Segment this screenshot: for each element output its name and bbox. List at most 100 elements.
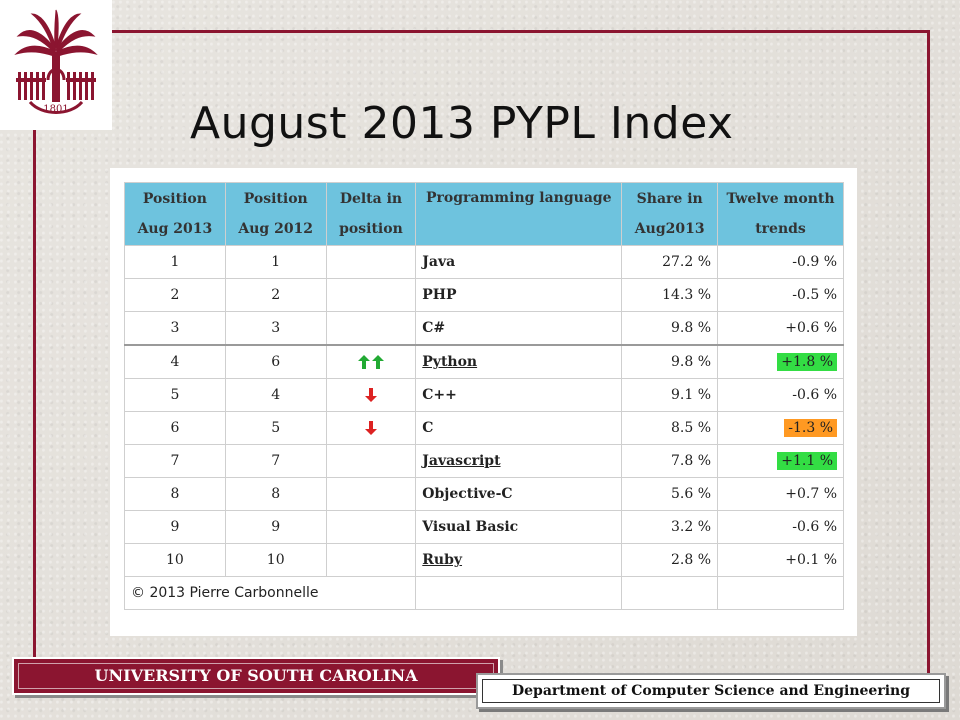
footer-empty-cell	[717, 576, 844, 610]
cell-trend: +0.6 %	[717, 311, 844, 346]
cell-language: PHP	[415, 278, 623, 312]
trend-value: -0.6 %	[792, 387, 837, 403]
trend-value: +0.1 %	[785, 552, 837, 568]
table-body: 1 1 Java 27.2 % -0.9 % 2 2 PHP 14.3 % -0.5 % 3 3 C# 9…	[124, 245, 844, 577]
cell-trend: +1.1 %	[717, 444, 844, 478]
cell-language: C#	[415, 311, 623, 346]
cell-position-2013: 10	[124, 543, 226, 577]
header-position-2013: Position Aug 2013	[124, 182, 226, 246]
university-logo: 1801	[0, 0, 112, 130]
cell-position-2012: 10	[224, 543, 327, 577]
cell-share: 8.5 %	[621, 411, 719, 445]
cell-share: 7.8 %	[621, 444, 719, 478]
cell-language: C	[415, 411, 623, 445]
table-row: 10 10 Ruby 2.8 % +0.1 %	[124, 543, 844, 577]
cell-position-2013: 7	[124, 444, 226, 478]
palmetto-logo-icon: 1801	[14, 9, 98, 115]
copyright-text: © 2013 Pierre Carbonnelle	[123, 576, 417, 610]
trend-value: -1.3 %	[784, 419, 837, 437]
table-row: 8 8 Objective-C 5.6 % +0.7 %	[124, 477, 844, 511]
pypl-index-table: Position Aug 2013 Position Aug 2012 Delta …	[123, 182, 844, 610]
cell-share: 2.8 %	[621, 543, 719, 577]
header-position-2012: Position Aug 2012	[224, 182, 327, 246]
table-row: 9 9 Visual Basic 3.2 % -0.6 %	[124, 510, 844, 544]
table-row: 5 4 C++ 9.1 % -0.6 %	[124, 378, 844, 412]
delta-down-icon	[325, 378, 417, 412]
cell-position-2013: 8	[124, 477, 226, 511]
table-row: 7 7 Javascript 7.8 % +1.1 %	[124, 444, 844, 478]
cell-share: 27.2 %	[621, 245, 719, 279]
cell-position-2012: 9	[224, 510, 327, 544]
language-link[interactable]: Ruby	[415, 543, 623, 577]
cell-delta	[325, 245, 417, 279]
cell-position-2013: 5	[124, 378, 226, 412]
cell-position-2012: 8	[224, 477, 327, 511]
cell-position-2013: 2	[124, 278, 226, 312]
cell-delta	[325, 278, 417, 312]
cell-position-2012: 3	[224, 311, 327, 346]
cell-trend: -0.6 %	[717, 510, 844, 544]
cell-position-2012: 2	[224, 278, 327, 312]
delta-up-up-icon	[325, 344, 417, 379]
cell-trend: -1.3 %	[717, 411, 844, 445]
cell-share: 5.6 %	[621, 477, 719, 511]
table-row: 3 3 C# 9.8 % +0.6 %	[124, 311, 844, 346]
cell-position-2012: 6	[224, 344, 327, 379]
university-name: UNIVERSITY OF SOUTH CAROLINA	[18, 663, 494, 689]
cell-position-2012: 1	[224, 245, 327, 279]
pypl-table-panel: Position Aug 2013 Position Aug 2012 Delta …	[110, 168, 857, 636]
cell-share: 9.1 %	[621, 378, 719, 412]
trend-value: +0.6 %	[785, 320, 837, 336]
trend-value: +0.7 %	[785, 486, 837, 502]
logo-year: 1801	[43, 104, 68, 115]
delta-down-icon	[325, 411, 417, 445]
language-link[interactable]: Python	[415, 344, 623, 379]
table-row: 2 2 PHP 14.3 % -0.5 %	[124, 278, 844, 312]
cell-position-2012: 7	[224, 444, 327, 478]
university-name-bar: UNIVERSITY OF SOUTH CAROLINA	[12, 657, 500, 695]
cell-trend: +0.1 %	[717, 543, 844, 577]
trend-value: -0.6 %	[792, 519, 837, 535]
cell-trend: +0.7 %	[717, 477, 844, 511]
table-header-row: Position Aug 2013 Position Aug 2012 Delta …	[124, 182, 844, 246]
cell-delta	[325, 510, 417, 544]
footer-empty-cell	[621, 576, 719, 610]
frame-left-border	[33, 130, 36, 658]
cell-position-2012: 4	[224, 378, 327, 412]
cell-position-2013: 4	[124, 344, 226, 379]
table-row: 4 6 Python 9.8 % +1.8 %	[124, 344, 844, 379]
table-row: 1 1 Java 27.2 % -0.9 %	[124, 245, 844, 279]
cell-position-2013: 9	[124, 510, 226, 544]
cell-trend: -0.9 %	[717, 245, 844, 279]
table-footer-row: © 2013 Pierre Carbonnelle	[123, 576, 844, 610]
cell-position-2013: 1	[124, 245, 226, 279]
cell-delta	[325, 477, 417, 511]
header-language: Programming language	[415, 182, 623, 246]
cell-trend: -0.5 %	[717, 278, 844, 312]
footer-empty-cell	[415, 576, 623, 610]
cell-share: 14.3 %	[621, 278, 719, 312]
trend-value: -0.9 %	[792, 254, 837, 270]
language-link[interactable]: Javascript	[415, 444, 623, 478]
cell-language: Objective-C	[415, 477, 623, 511]
cell-share: 9.8 %	[621, 311, 719, 346]
cell-position-2012: 5	[224, 411, 327, 445]
header-share: Share in Aug2013	[621, 182, 719, 246]
department-name: Department of Computer Science and Engin…	[482, 679, 940, 703]
cell-trend: +1.8 %	[717, 344, 844, 379]
header-delta: Delta in position	[325, 182, 417, 246]
cell-share: 9.8 %	[621, 344, 719, 379]
trend-value: +1.8 %	[777, 353, 837, 371]
cell-position-2013: 3	[124, 311, 226, 346]
frame-right-border	[927, 30, 930, 675]
frame-top-border	[112, 30, 930, 33]
department-bar: Department of Computer Science and Engin…	[476, 673, 946, 709]
cell-delta	[325, 444, 417, 478]
cell-language: Java	[415, 245, 623, 279]
cell-delta	[325, 311, 417, 346]
cell-language: C++	[415, 378, 623, 412]
cell-delta	[325, 543, 417, 577]
cell-position-2013: 6	[124, 411, 226, 445]
cell-trend: -0.6 %	[717, 378, 844, 412]
table-row: 6 5 C 8.5 % -1.3 %	[124, 411, 844, 445]
